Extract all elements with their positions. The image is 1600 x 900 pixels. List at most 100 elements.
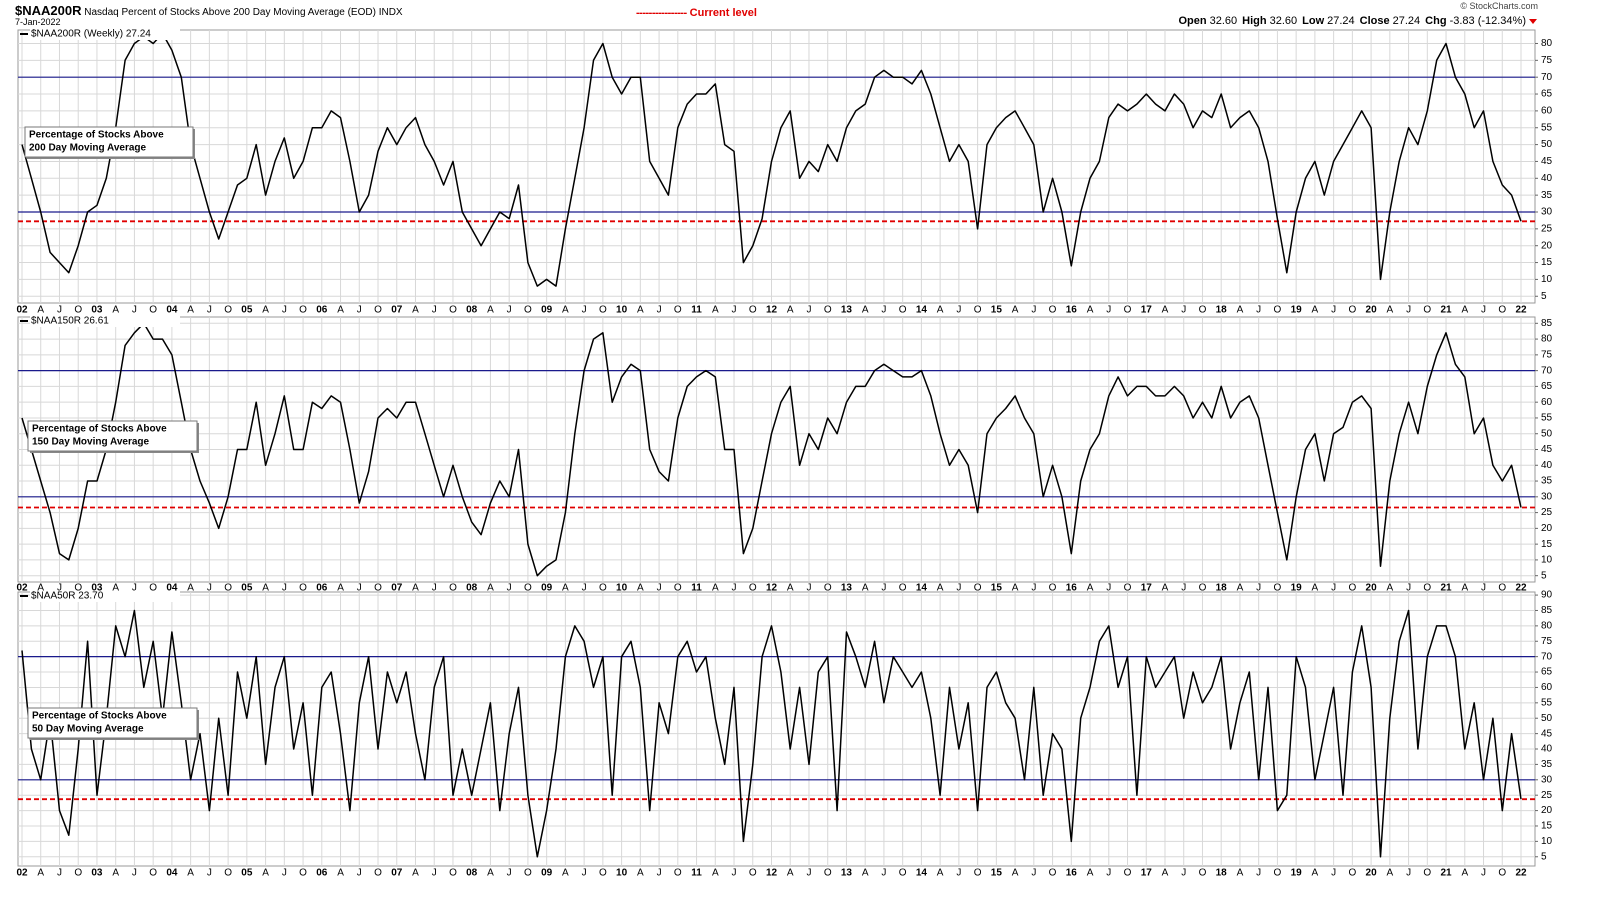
x-tick-label: A [262,868,269,879]
x-tick-label: J [806,305,811,316]
x-tick-label: 13 [841,868,853,879]
x-tick-label: 10 [616,868,628,879]
annotation-text: Percentage of Stocks Above [32,711,167,722]
panel-frame [17,591,1536,867]
x-tick-label: A [1087,583,1094,594]
x-tick-label: O [374,305,382,316]
x-tick-label: 02 [16,583,28,594]
x-tick-label: O [1348,868,1356,879]
x-tick-label: A [412,305,419,316]
x-tick-label: 09 [541,305,553,316]
annotation-box [24,126,194,158]
x-tick-label: O [1199,868,1207,879]
x-tick-label: J [357,583,362,594]
x-tick-label: O [1423,583,1431,594]
x-tick-label: O [374,868,382,879]
x-tick-label: A [187,583,194,594]
x-tick-label: 08 [466,868,478,879]
x-tick-label: J [57,583,62,594]
y-tick-label: 75 [1541,55,1553,66]
x-tick-label: O [599,868,607,879]
charts: 02 A J O 03 A J O 04 A J O 05 A J O 06 A J O 07 A J O 08 A J O 09 A J O… [16,29,1553,879]
legend: ---------------- Current level [636,7,757,19]
x-tick-label: A [787,305,794,316]
x-tick-label: O [899,868,907,879]
x-tick-label: A [562,868,569,879]
y-tick-label: 15 [1541,539,1553,550]
annotation-text: 50 Day Moving Average [32,724,144,735]
x-tick-label: 06 [316,583,328,594]
x-tick-label: 08 [466,305,478,316]
x-tick-label: A [562,583,569,594]
x-tick-label: A [787,868,794,879]
x-tick-label: 14 [916,583,928,594]
legend-bg [30,316,180,327]
x-tick-label: J [582,305,587,316]
quote-value: 27.24 [1392,15,1421,27]
x-tick-label: A [937,868,944,879]
y-tick-label: 60 [1541,682,1553,693]
x-tick-label: 04 [166,868,178,879]
annotation-text: 200 Day Moving Average [29,143,147,154]
y-tick-label: 50 [1541,713,1553,724]
x-tick-label: 15 [991,305,1003,316]
y-tick-label: 70 [1541,651,1553,662]
x-tick-label: J [357,305,362,316]
quote-label: Low [1302,15,1325,27]
legend-marker: ---------------- [636,7,687,19]
x-tick-label: 05 [241,305,253,316]
x-tick-label: O [1199,583,1207,594]
x-tick-label: O [1274,305,1282,316]
panel-frame [17,29,1536,304]
x-tick-label: O [824,583,832,594]
y-tick-label: 10 [1541,274,1553,285]
y-tick-label: 75 [1541,349,1553,360]
x-tick-label: A [562,305,569,316]
x-tick-label: 17 [1141,305,1153,316]
x-tick-label: J [956,305,961,316]
x-tick-label: O [674,305,682,316]
x-tick-label: 20 [1366,583,1378,594]
quote-value: 32.60 [1209,15,1238,27]
x-tick-label: A [37,868,44,879]
x-tick-label: A [712,305,719,316]
x-tick-label: O [149,868,157,879]
x-tick-label: J [956,583,961,594]
x-tick-label: J [1406,583,1411,594]
x-tick-label: O [899,305,907,316]
x-tick-label: A [1312,583,1319,594]
x-tick-label: J [57,868,62,879]
x-tick-label: A [1162,583,1169,594]
x-tick-label: 13 [841,305,853,316]
x-tick-label: J [207,583,212,594]
x-tick-label: O [899,583,907,594]
x-tick-label: 16 [1066,868,1078,879]
x-tick-label: J [881,868,886,879]
x-tick-label: A [412,868,419,879]
x-tick-label: O [524,583,532,594]
x-tick-label: J [732,868,737,879]
header: $NAA200R Nasdaq Percent of Stocks Above … [0,0,1553,30]
x-tick-label: 16 [1066,305,1078,316]
y-tick-label: 45 [1541,156,1553,167]
x-tick-label: A [712,868,719,879]
x-tick-label: O [824,868,832,879]
quote-value: 27.24 [1327,15,1355,27]
x-tick-label: A [487,583,494,594]
y-tick-label: 35 [1541,759,1553,770]
x-tick-label: 10 [616,583,628,594]
x-tick-label: 12 [766,868,778,879]
y-tick-label: 15 [1541,821,1553,832]
x-tick-label: J [282,868,287,879]
x-tick-label: A [1162,868,1169,879]
data-line [21,32,1522,287]
x-tick-label: A [862,305,869,316]
x-tick-label: 22 [1515,583,1527,594]
x-tick-label: J [207,868,212,879]
y-tick-label: 45 [1541,444,1553,455]
x-tick-label: 09 [541,868,553,879]
x-tick-label: 06 [316,305,328,316]
x-tick-label: 19 [1291,868,1303,879]
x-tick-label: 21 [1440,868,1452,879]
x-tick-label: A [1312,305,1319,316]
